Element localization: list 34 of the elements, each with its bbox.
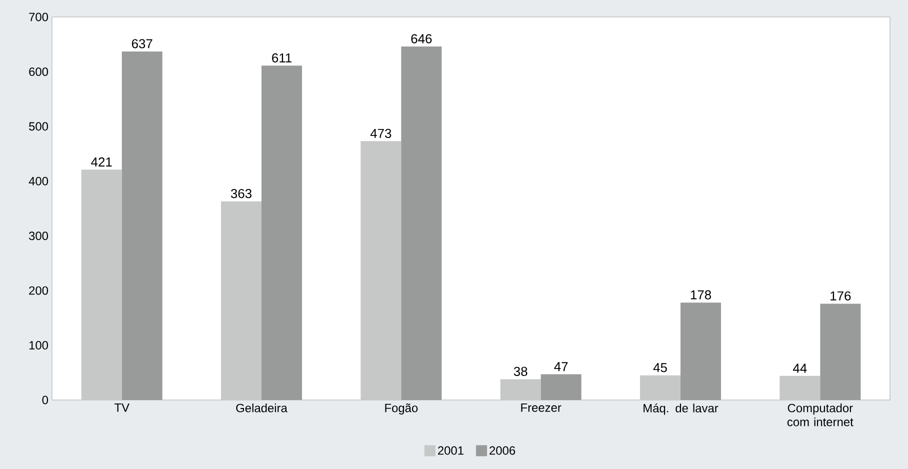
y-tick-label: 400 <box>28 176 48 186</box>
data-label: 363 <box>230 189 252 198</box>
bar <box>221 201 262 400</box>
x-tick-label: Computador com internet <box>787 404 854 426</box>
x-tick-label: Fogão <box>385 404 418 415</box>
data-label: 611 <box>272 53 292 62</box>
x-tick-label: TV <box>114 404 130 412</box>
data-label: 473 <box>370 128 392 138</box>
bar <box>81 170 122 400</box>
data-label: 637 <box>132 39 152 48</box>
bar <box>360 141 402 400</box>
x-tick-label: Máq. de lavar <box>644 404 718 415</box>
data-label: 45 <box>653 363 667 372</box>
x-tick-label: Freezer <box>521 404 562 412</box>
y-tick-label: 500 <box>29 122 48 131</box>
x-tick-label: Geladeira <box>236 404 288 412</box>
legend-label: 2001 <box>438 446 464 455</box>
y-tick-label: 0 <box>42 396 48 404</box>
bar <box>500 379 541 400</box>
data-label: 421 <box>91 157 112 166</box>
y-tick-label: 700 <box>29 12 48 22</box>
data-label: 47 <box>554 362 568 372</box>
data-label: 176 <box>830 291 851 300</box>
legend-label: 2006 <box>490 446 516 455</box>
y-tick-label: 100 <box>29 341 48 350</box>
data-label: 44 <box>793 364 807 373</box>
y-tick-label: 200 <box>29 286 48 295</box>
data-label: 646 <box>411 34 432 44</box>
y-tick-label: 600 <box>29 67 48 76</box>
y-tick-label: 300 <box>28 232 48 240</box>
data-label: 178 <box>690 290 711 300</box>
bar <box>780 376 820 400</box>
data-label: 38 <box>514 366 528 376</box>
bar <box>640 375 681 400</box>
